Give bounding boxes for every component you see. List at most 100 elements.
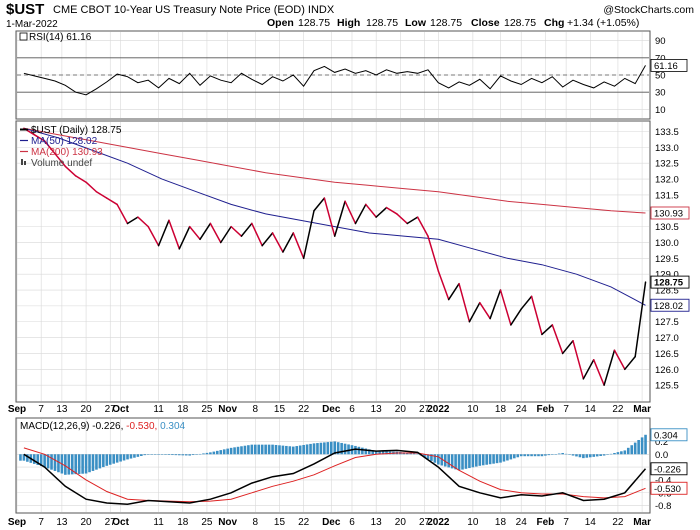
x-axis-labels: SepSep77131320202727OctOct111118182525No… [8, 404, 651, 528]
macd-histogram-bar [492, 454, 495, 464]
x-axis-label: 6 [349, 404, 355, 415]
price-segment [561, 340, 574, 355]
macd-tick-label: -0.4 [655, 475, 671, 486]
macd-histogram-bar [195, 454, 198, 455]
macd-hist-last-value: 0.304 [654, 430, 678, 441]
price-segment [520, 295, 533, 310]
price-segment [530, 295, 543, 336]
x-axis-label: 7 [38, 404, 44, 415]
macd-histogram-bar [568, 454, 571, 455]
x-axis-label: 22 [298, 404, 310, 415]
macd-histogram-bar [533, 454, 537, 457]
macd-histogram-bar [495, 454, 499, 464]
price-legend-label: Volume undef [31, 158, 92, 169]
open-value: 128.75 [298, 17, 330, 29]
x-axis-label: Mar [633, 404, 651, 415]
x-axis-label: 25 [201, 404, 213, 415]
macd-histogram-bar [585, 454, 589, 458]
macd-histogram-bar [67, 454, 71, 475]
macd-histogram-bar [620, 451, 623, 455]
price-tick-label: 125.5 [655, 381, 679, 392]
x-axis-label: 24 [516, 517, 528, 528]
price-tick-label: 130.5 [655, 222, 679, 233]
price-tick-label: 127.5 [655, 317, 679, 328]
macd-histogram-bar [212, 451, 216, 455]
macd-histogram-bar [554, 454, 558, 455]
x-axis-label: 10 [467, 517, 479, 528]
macd-histogram-bar [443, 454, 447, 467]
macd-histogram-bar [450, 454, 454, 469]
price-segment [43, 140, 56, 155]
x-axis-label: Dec [322, 404, 341, 415]
macd-hist-last-value-box [650, 428, 688, 442]
rsi-panel: 10 30 50 70 90 RSI(14) 61.16 61.16 [17, 32, 688, 116]
macd-histogram-bar [361, 447, 364, 455]
price-legend-label: MA(50) 128.02 [31, 136, 98, 147]
macd-last-value: -0.226 [654, 464, 681, 475]
macd-histogram-bar [32, 454, 36, 464]
macd-histogram-bar [247, 445, 250, 455]
macd-histogram-bar [640, 437, 644, 455]
x-axis-label: 18 [177, 517, 189, 528]
macd-histogram-bar [506, 454, 509, 461]
price-segment [344, 200, 357, 225]
x-axis-label: 8 [253, 517, 259, 528]
macd-histogram-bar [381, 451, 385, 455]
macd-histogram-bar [319, 442, 323, 455]
price-segment [137, 216, 149, 228]
macd-histogram-bar [340, 442, 343, 455]
macd-histogram-bar [153, 454, 157, 455]
rsi-panel-frame [15, 30, 651, 120]
ma200-last-value: 130.93 [654, 208, 683, 219]
x-axis-label: 2022 [427, 404, 450, 415]
macd-histogram-bar [285, 445, 288, 455]
x-axis-label: Feb [537, 404, 555, 415]
x-axis-label: Nov [218, 517, 237, 528]
macd-legend-part: 0.304 [160, 421, 185, 432]
macd-histogram-bar [202, 453, 205, 455]
macd-histogram-bar [19, 454, 22, 461]
rsi-tick-label: 10 [655, 105, 666, 116]
ma200-line [23, 127, 646, 214]
macd-histogram-bar [81, 454, 84, 474]
x-axis-label: 15 [274, 517, 286, 528]
macd-histogram-bar [329, 441, 333, 455]
low-value: 128.75 [430, 17, 462, 29]
macd-histogram-bar [95, 454, 98, 470]
macd-histogram-bar [112, 454, 115, 464]
macd-histogram-bar [326, 442, 330, 455]
price-segment [323, 197, 336, 237]
macd-histogram-bar [271, 444, 274, 455]
x-axis-label: Oct [112, 517, 129, 528]
x-axis-label: 18 [495, 404, 507, 415]
macd-histogram-bar [423, 454, 426, 458]
macd-histogram-bar [253, 444, 257, 455]
price-segment [510, 308, 522, 326]
macd-histogram-bar [222, 449, 226, 455]
chart-date: 1-Mar-2022 [6, 19, 58, 30]
grid-lines [16, 32, 643, 512]
macd-histogram-bar [530, 454, 533, 457]
macd-histogram-bar [613, 452, 616, 455]
x-axis-label: 15 [274, 404, 286, 415]
price-segment [603, 349, 616, 386]
price-segment [396, 213, 409, 225]
macd-histogram-bar [347, 444, 350, 455]
price-segment [54, 152, 67, 168]
chart-description: CME CBOT 10-Year US Treasury Note Price … [53, 4, 335, 16]
macd-histogram-bar [416, 453, 419, 455]
price-segment [427, 235, 440, 272]
x-axis-label: 13 [56, 517, 68, 528]
price-panel: 125.5126.0126.5127.0127.5128.0128.5129.0… [17, 125, 690, 392]
price-tick-label: 132.0 [655, 175, 679, 186]
close-label: Close [471, 17, 500, 29]
price-segment [178, 225, 191, 250]
macd-histogram-bar [626, 447, 630, 455]
x-axis-label: Sep [8, 404, 26, 415]
x-axis-label: 18 [495, 517, 507, 528]
macd-histogram-bar [216, 450, 219, 455]
price-tick-label: 128.5 [655, 286, 679, 297]
x-axis-label: 27 [105, 404, 117, 415]
macd-histogram-bar [447, 454, 450, 468]
macd-histogram-bar [464, 454, 468, 469]
